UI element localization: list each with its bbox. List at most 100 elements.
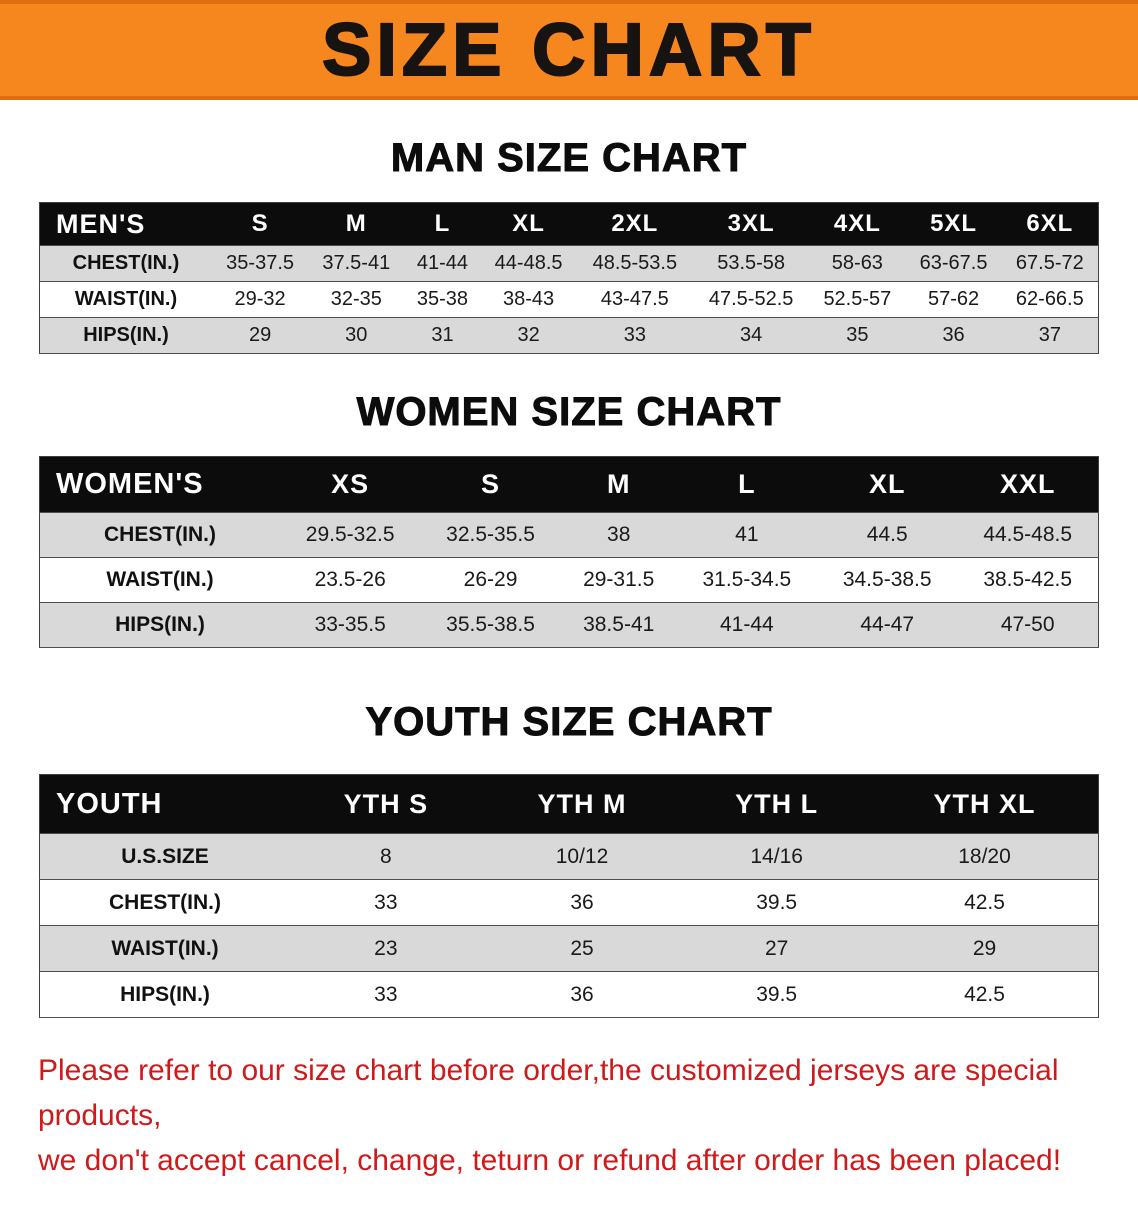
size-value-cell: 37.5-41	[308, 245, 405, 282]
size-header-cell: 3XL	[692, 202, 810, 246]
size-header-cell: M	[560, 456, 677, 513]
size-value-cell: 44.5-48.5	[957, 512, 1099, 558]
size-value-cell: 58-63	[809, 245, 906, 282]
size-value-cell: 38.5-42.5	[957, 557, 1099, 603]
measurement-row: HIPS(IN.) 29 30 31 32 33 34 35 36 37	[39, 317, 1099, 354]
disclaimer: Please refer to our size chart before or…	[38, 1048, 1100, 1183]
size-value-cell: 33	[290, 971, 482, 1018]
size-value-cell: 36	[905, 317, 1002, 354]
size-value-cell: 31.5-34.5	[676, 557, 818, 603]
youth-size-table: YOUTH YTH S YTH M YTH L YTH XL U.S.SIZE 8 10/12…	[39, 774, 1099, 1018]
size-header-cell: XL	[817, 456, 958, 513]
measurement-row: U.S.SIZE 8 10/12 14/16 18/20	[39, 833, 1099, 880]
size-value-cell: 63-67.5	[905, 245, 1002, 282]
size-value-cell: 43-47.5	[576, 281, 693, 318]
size-value-cell: 36	[481, 879, 683, 926]
size-value-cell: 53.5-58	[692, 245, 810, 282]
size-value-cell: 33	[290, 879, 482, 926]
size-header-cell: M	[308, 202, 405, 246]
size-value-cell: 42.5	[871, 971, 1099, 1018]
size-value-cell: 29	[871, 925, 1099, 972]
size-header-cell: 5XL	[905, 202, 1002, 246]
measurement-row: WAIST(IN.) 23.5-26 26-29 29-31.5 31.5-34.5 34…	[39, 557, 1099, 603]
men-section-heading: MAN SIZE CHART	[390, 136, 748, 181]
size-value-cell: 41	[676, 512, 818, 558]
measurement-row: HIPS(IN.) 33-35.5 35.5-38.5 38.5-41 41-44 44-…	[39, 602, 1099, 648]
size-header-cell: S	[420, 456, 561, 513]
size-value-cell: 35-38	[404, 281, 481, 318]
youth-section-heading: YOUTH SIZE CHART	[365, 700, 773, 745]
size-header-cell: YTH XL	[871, 774, 1099, 834]
size-header-cell: 4XL	[809, 202, 906, 246]
measurement-row: WAIST(IN.) 29-32 32-35 35-38 38-43 43-47.5 47.…	[39, 281, 1099, 318]
size-value-cell: 30	[308, 317, 405, 354]
size-value-cell: 29-32	[212, 281, 309, 318]
size-value-cell: 32.5-35.5	[420, 512, 561, 558]
size-value-cell: 38-43	[480, 281, 577, 318]
size-value-cell: 47-50	[957, 602, 1099, 648]
women-size-chart-section: WOMEN SIZE CHART WOMEN'S XS S M L XL XXL CHEST(I…	[0, 390, 1138, 648]
size-value-cell: 31	[404, 317, 481, 354]
size-value-cell: 32-35	[308, 281, 405, 318]
youth-table-header-row: YOUTH YTH S YTH M YTH L YTH XL	[39, 774, 1099, 834]
size-value-cell: 34.5-38.5	[817, 557, 958, 603]
measurement-row: CHEST(IN.) 35-37.5 37.5-41 41-44 44-48.5 48.5…	[39, 245, 1099, 282]
size-value-cell: 23	[290, 925, 482, 972]
measurement-row: HIPS(IN.) 33 36 39.5 42.5	[39, 971, 1099, 1018]
size-value-cell: 48.5-53.5	[576, 245, 693, 282]
youth-table-title-cell: YOUTH	[39, 774, 290, 834]
size-value-cell: 41-44	[404, 245, 481, 282]
size-header-cell: YTH M	[481, 774, 683, 834]
size-header-cell: YTH L	[682, 774, 871, 834]
measurement-row: WAIST(IN.) 23 25 27 29	[39, 925, 1099, 972]
size-value-cell: 14/16	[682, 833, 871, 880]
men-size-table: MEN'S S M L XL 2XL 3XL 4XL 5XL 6XL CHEST(IN.) 35-37…	[39, 202, 1099, 354]
size-value-cell: 36	[481, 971, 683, 1018]
size-value-cell: 32	[480, 317, 577, 354]
size-value-cell: 39.5	[682, 879, 871, 926]
size-header-cell: XXL	[957, 456, 1099, 513]
women-size-table: WOMEN'S XS S M L XL XXL CHEST(IN.) 29.5-32.5 32.5…	[39, 456, 1099, 648]
size-value-cell: 44-47	[817, 602, 958, 648]
row-label: CHEST(IN.)	[39, 879, 290, 926]
size-value-cell: 18/20	[871, 833, 1099, 880]
size-chart-sections: MAN SIZE CHART MEN'S S M L XL 2XL 3XL 4XL 5XL 6XL C…	[0, 136, 1138, 1018]
disclaimer-line-2: we don't accept cancel, change, teturn o…	[38, 1144, 1062, 1177]
disclaimer-line-1: Please refer to our size chart before or…	[38, 1054, 1059, 1132]
size-value-cell: 27	[682, 925, 871, 972]
size-header-cell: 6XL	[1001, 202, 1099, 246]
men-size-chart-section: MAN SIZE CHART MEN'S S M L XL 2XL 3XL 4XL 5XL 6XL C…	[0, 136, 1138, 354]
size-value-cell: 62-66.5	[1001, 281, 1099, 318]
size-header-cell: YTH S	[290, 774, 482, 834]
size-value-cell: 25	[481, 925, 683, 972]
measurement-row: CHEST(IN.) 29.5-32.5 32.5-35.5 38 41 44.5 44.5…	[39, 512, 1099, 558]
size-value-cell: 37	[1001, 317, 1099, 354]
size-value-cell: 67.5-72	[1001, 245, 1099, 282]
row-label: U.S.SIZE	[39, 833, 290, 880]
size-value-cell: 38	[560, 512, 677, 558]
size-value-cell: 10/12	[481, 833, 683, 880]
measurement-row: CHEST(IN.) 33 36 39.5 42.5	[39, 879, 1099, 926]
men-table-header-row: MEN'S S M L XL 2XL 3XL 4XL 5XL 6XL	[39, 202, 1099, 246]
size-header-cell: L	[676, 456, 818, 513]
size-header-cell: S	[212, 202, 309, 246]
size-value-cell: 23.5-26	[280, 557, 421, 603]
size-header-cell: XL	[480, 202, 577, 246]
size-value-cell: 29	[212, 317, 309, 354]
size-header-cell: L	[404, 202, 481, 246]
size-value-cell: 26-29	[420, 557, 561, 603]
row-label: WAIST(IN.)	[39, 557, 280, 603]
size-value-cell: 47.5-52.5	[692, 281, 810, 318]
size-value-cell: 38.5-41	[560, 602, 677, 648]
row-label: HIPS(IN.)	[39, 602, 280, 648]
size-value-cell: 41-44	[676, 602, 818, 648]
women-table-title-cell: WOMEN'S	[39, 456, 280, 513]
women-section-heading: WOMEN SIZE CHART	[356, 390, 782, 435]
page-title: SIZE CHART	[321, 8, 816, 91]
size-value-cell: 44.5	[817, 512, 958, 558]
size-header-cell: 2XL	[576, 202, 693, 246]
row-label: CHEST(IN.)	[39, 512, 280, 558]
size-value-cell: 52.5-57	[809, 281, 906, 318]
size-value-cell: 33-35.5	[280, 602, 421, 648]
men-table-title-cell: MEN'S	[39, 202, 212, 246]
